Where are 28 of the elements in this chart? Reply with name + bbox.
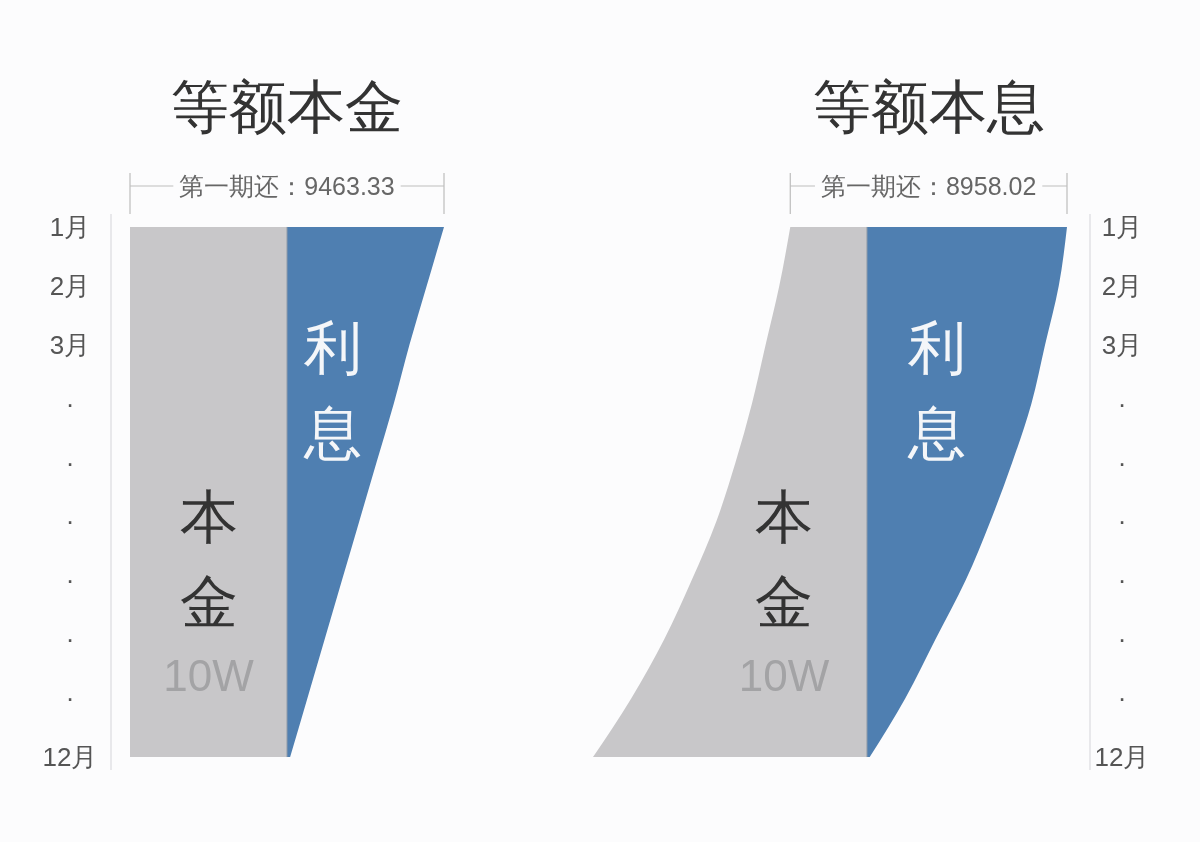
y-tick-label: 2月 [1101,270,1143,301]
series-label: 本金 [179,483,238,634]
y-tick-label: · [65,447,75,478]
series-label: 利息 [303,314,363,465]
y-tick-label: 2月 [49,270,91,301]
y-tick-label: 12月 [1094,742,1150,773]
y-tick-label: 3月 [1101,329,1143,360]
text: 第一期还：8958.02 [820,172,1037,200]
y-tick-label: · [1117,388,1127,419]
y-tick-label: 1月 [49,211,91,242]
series-label: 本金 [754,483,813,634]
y-tick-label: 12月 [42,742,98,773]
y-tick-label: · [65,683,75,714]
y-tick-label: · [65,565,75,596]
y-tick-label: · [1117,624,1127,655]
y-tick-label: · [1117,565,1127,596]
y-tick-label: 1月 [1101,211,1143,242]
series-label: 利息 [907,314,967,465]
y-tick-label: · [65,624,75,655]
y-tick-label: · [65,388,75,419]
y-tick-label: · [1117,683,1127,714]
chart-title: 等额本金 [171,73,403,139]
y-tick-label: 3月 [49,329,91,360]
chart-title: 等额本息 [812,73,1045,139]
y-tick-label: · [65,506,75,537]
text: 第一期还：9463.33 [179,172,395,200]
y-tick-label: · [1117,447,1127,478]
y-tick-label: · [1117,506,1127,537]
